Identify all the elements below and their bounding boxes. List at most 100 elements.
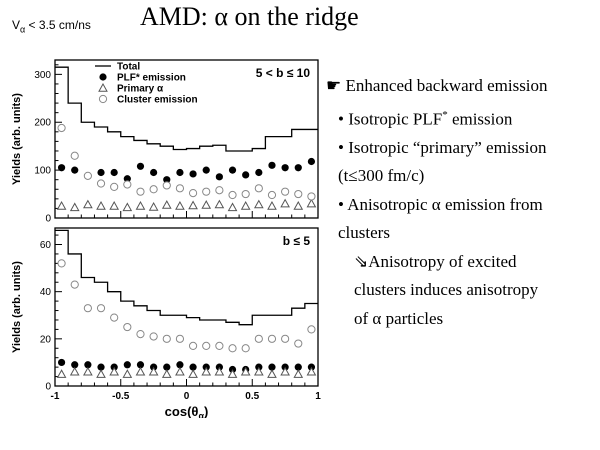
panel-label: b ≤ 5: [283, 234, 311, 248]
legend-label: Total: [117, 62, 140, 73]
panel-1: 0 100 200 300 Yields (arb. units) 5 < b ≤ 10 T…: [11, 59, 319, 225]
marker-primary-alpha: [267, 201, 277, 210]
marker-primary-alpha: [253, 366, 264, 376]
marker-plf-emission: [255, 168, 263, 177]
marker-primary-alpha: [69, 366, 80, 376]
marker-plf-emission: [97, 363, 105, 371]
plot-frame: [54, 59, 319, 219]
marker-plf-emission: [176, 361, 184, 369]
marker-primary-alpha: [148, 366, 159, 376]
marker-cluster-emission: [228, 190, 237, 200]
marker-primary-alpha: [135, 201, 146, 210]
bullet-9: of α particles: [354, 308, 444, 328]
marker-plf-emission: [228, 166, 237, 174]
marker-plf-emission: [176, 168, 184, 177]
marker-cluster-emission: [83, 304, 92, 313]
marker-cluster-emission: [307, 325, 316, 334]
marker-cluster-emission: [123, 322, 132, 332]
marker-plf-emission: [307, 157, 316, 166]
marker-plf-emission: [268, 363, 276, 371]
marker-plf-emission: [294, 164, 302, 172]
bullet-6: clusters: [338, 223, 390, 243]
legend-label: Cluster emission: [117, 95, 198, 106]
y-tick-label: 40: [40, 287, 52, 298]
marker-primary-alpha: [175, 201, 185, 210]
y-tick-label: 200: [34, 118, 51, 129]
bullet-2-sup: *: [442, 108, 448, 121]
series-total-step: [55, 229, 318, 326]
marker-primary-alpha: [135, 366, 146, 376]
note-sub: α: [20, 24, 26, 35]
marker-cluster-emission: [136, 187, 145, 196]
marker-cluster-emission: [162, 334, 171, 343]
marker-cluster-emission: [175, 184, 185, 193]
marker-primary-alpha: [148, 201, 159, 211]
marker-plf-emission: [57, 358, 66, 367]
marker-primary-alpha: [293, 369, 304, 378]
marker-cluster-emission: [254, 334, 263, 343]
marker-plf-emission: [71, 361, 79, 369]
marker-primary-alpha: [227, 369, 238, 378]
legend-label: Primary α: [117, 84, 164, 95]
marker-cluster-emission: [281, 187, 290, 196]
marker-cluster-emission: [70, 280, 79, 289]
legend-label: PLF* emission: [117, 73, 186, 84]
marker-cluster-emission: [70, 151, 79, 160]
marker-primary-alpha: [161, 200, 172, 209]
y-tick-label: 60: [40, 240, 52, 251]
marker-cluster-emission: [110, 313, 119, 322]
marker-primary-alpha: [96, 369, 106, 378]
marker-cluster-emission: [215, 186, 224, 195]
bullet-2-text: • Isotropic PLF: [338, 109, 443, 129]
marker-cluster-emission: [188, 189, 198, 198]
marker-cluster-emission: [96, 179, 106, 188]
marker-plf-emission: [110, 168, 118, 177]
marker-plf-emission: [242, 171, 250, 179]
marker-cluster-emission: [281, 334, 290, 343]
y-tick-label: 20: [40, 334, 52, 345]
marker-plf-emission: [163, 176, 171, 184]
marker-primary-alpha: [293, 201, 304, 210]
panel-2: 0 20 40 60 -1 -0.5 0 0.5 1 cos(θα) Yields (arb. un…: [11, 227, 321, 418]
bullet-2: • Isotropic PLF* emission: [326, 101, 596, 134]
marker-cluster-emission: [83, 171, 92, 180]
marker-cluster-emission: [57, 123, 66, 133]
marker-plf-emission: [189, 170, 197, 178]
marker-cluster-emission: [294, 189, 303, 199]
marker-primary-alpha: [56, 201, 67, 210]
marker-primary-alpha: [240, 366, 251, 376]
marker-cluster-emission: [267, 190, 277, 200]
marker-primary-alpha: [122, 202, 133, 212]
marker-cluster-emission: [215, 341, 224, 351]
marker-plf-emission: [136, 361, 145, 369]
marker-primary-alpha: [240, 201, 251, 210]
marker-cluster-emission: [149, 332, 158, 341]
marker-plf-emission: [163, 363, 171, 371]
bullet-2-tail: emission: [447, 109, 513, 129]
marker-cluster-emission: [202, 187, 211, 196]
marker-cluster-emission: [162, 181, 171, 190]
bullet-5: • Anisotropic α emission from: [338, 194, 543, 214]
x-tick-label: -0.5: [112, 391, 130, 402]
marker-cluster-emission: [202, 341, 211, 351]
marker-primary-alpha: [227, 202, 238, 212]
marker-cluster-emission: [110, 182, 119, 191]
marker-primary-alpha: [306, 198, 317, 208]
marker-plf-emission: [294, 363, 302, 371]
legend-swatch-cluster: [98, 94, 108, 104]
series-total-step: [55, 66, 318, 152]
marker-cluster-emission: [149, 185, 158, 194]
marker-primary-alpha: [267, 369, 277, 378]
marker-cluster-emission: [241, 344, 250, 353]
marker-cluster-emission: [175, 334, 185, 343]
page-title: AMD: α on the ridge: [140, 2, 359, 31]
y-tick-label: 0: [45, 382, 51, 393]
x-tick-label: 0: [184, 391, 190, 402]
marker-cluster-emission: [123, 180, 132, 189]
marker-plf-emission: [189, 363, 197, 371]
panel-label: 5 < b ≤ 10: [256, 66, 311, 80]
bullet-3: • Isotropic “primary” emission: [338, 137, 547, 157]
marker-primary-alpha: [83, 366, 93, 376]
